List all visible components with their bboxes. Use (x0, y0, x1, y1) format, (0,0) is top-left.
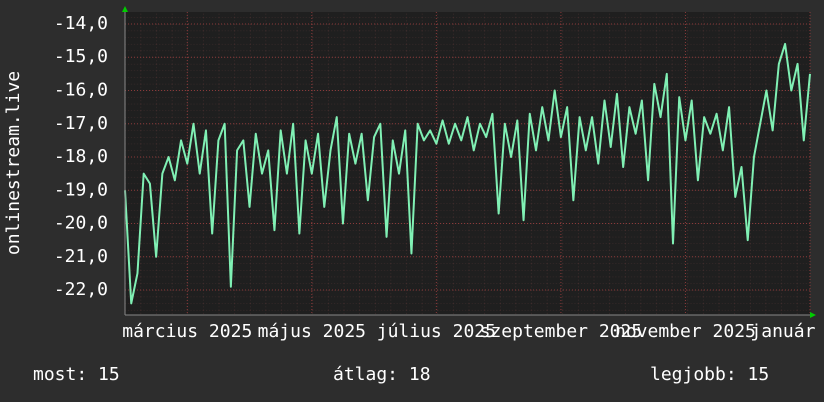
y-tick-label: -21,0 (54, 246, 108, 267)
x-tick-label: május 2025 (258, 321, 366, 342)
x-tick-label: január 2026 (750, 321, 824, 342)
y-tick-label: -20,0 (54, 213, 108, 234)
x-arrow (810, 312, 816, 318)
y-axis-label: onlinestream.live (3, 71, 24, 255)
y-tick-label: -19,0 (54, 179, 108, 200)
y-arrow (122, 6, 128, 12)
y-tick-label: -18,0 (54, 146, 108, 167)
x-tick-label: november 2025 (615, 321, 756, 342)
y-tick-label: -14,0 (54, 13, 108, 34)
x-tick-label: március 2025 (122, 321, 252, 342)
data-line (124, 42, 811, 305)
x-tick-label: július 2025 (377, 321, 496, 342)
footer-stat: most: 15 (33, 364, 120, 385)
footer-stat: legjobb: 15 (650, 364, 769, 385)
footer-stat: átlag: 18 (333, 364, 431, 385)
plot (124, 42, 811, 305)
y-tick-label: -17,0 (54, 113, 108, 134)
x-tick-label: szeptember 2025 (480, 321, 643, 342)
y-tick-label: -16,0 (54, 79, 108, 100)
y-tick-label: -22,0 (54, 279, 108, 300)
y-tick-label: -15,0 (54, 46, 108, 67)
